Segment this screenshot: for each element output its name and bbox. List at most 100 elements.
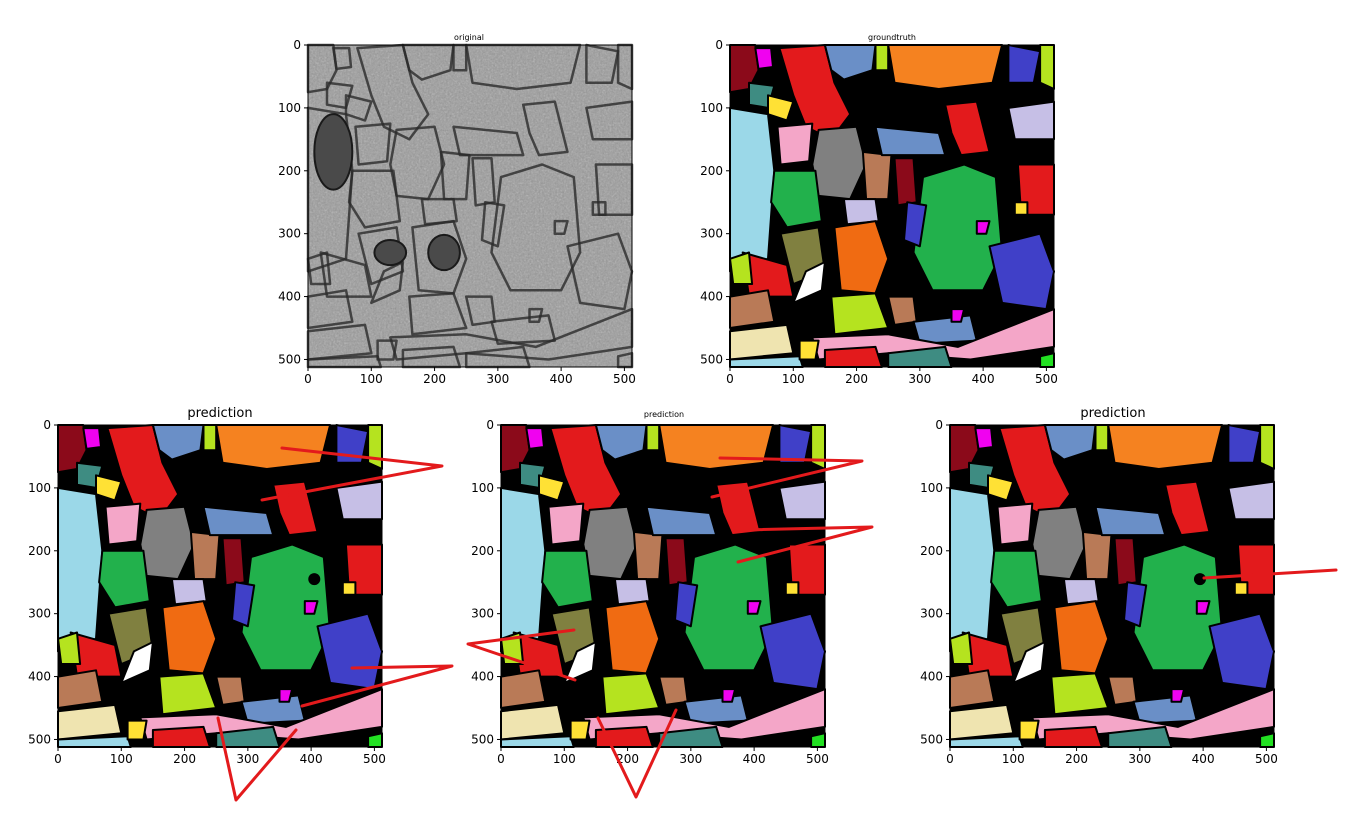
segment-region bbox=[746, 600, 762, 615]
panel-title: prediction bbox=[187, 406, 252, 421]
y-tick-label: 100 bbox=[278, 101, 301, 115]
segment-region bbox=[645, 424, 661, 452]
segment-region bbox=[161, 600, 218, 675]
segment-region bbox=[547, 502, 585, 546]
segment-region bbox=[729, 251, 754, 285]
segment-region bbox=[1233, 581, 1249, 596]
segment-region bbox=[683, 694, 749, 725]
segment-region bbox=[1132, 694, 1198, 725]
membrane-outline bbox=[354, 122, 392, 166]
segment-region bbox=[1094, 505, 1167, 537]
membrane-outline bbox=[332, 46, 353, 71]
x-tick-label: 200 bbox=[1065, 752, 1088, 766]
y-tick-label: 500 bbox=[28, 732, 51, 746]
membrane-outline bbox=[521, 100, 569, 157]
segment-region bbox=[95, 474, 123, 502]
y-tick-label: 100 bbox=[28, 481, 51, 495]
segment-region bbox=[126, 719, 148, 741]
x-tick-label: 400 bbox=[743, 752, 766, 766]
segment-region bbox=[1013, 201, 1029, 216]
y-tick-label: 200 bbox=[471, 544, 494, 558]
segment-region bbox=[996, 502, 1034, 546]
membrane-outline bbox=[347, 169, 402, 229]
segment-region bbox=[1039, 352, 1055, 368]
x-tick-label: 300 bbox=[679, 752, 702, 766]
segment-region bbox=[613, 578, 651, 606]
segment-hole bbox=[1193, 573, 1206, 586]
segment-region bbox=[778, 480, 826, 521]
y-tick-label: 300 bbox=[278, 227, 301, 241]
segment-region bbox=[729, 289, 776, 329]
segment-region bbox=[202, 424, 218, 452]
y-tick-label: 100 bbox=[700, 101, 723, 115]
segment-region bbox=[278, 688, 294, 703]
segment-hole bbox=[308, 573, 321, 586]
segment-region bbox=[842, 198, 880, 226]
segment-region bbox=[1053, 600, 1110, 675]
panel-title: prediction bbox=[1080, 406, 1145, 421]
original-axes: original 0 100 200 300 400 500010020030040050… bbox=[278, 33, 636, 386]
segment-region bbox=[674, 581, 699, 628]
em-micrograph bbox=[306, 43, 634, 369]
segment-region bbox=[104, 502, 142, 546]
segment-region bbox=[912, 163, 1004, 292]
segment-region bbox=[367, 732, 383, 748]
x-tick-label: 200 bbox=[423, 372, 446, 386]
y-tick-label: 400 bbox=[920, 670, 943, 684]
y-tick-label: 0 bbox=[935, 418, 943, 432]
segment-region bbox=[57, 669, 104, 709]
y-tick-label: 500 bbox=[700, 352, 723, 366]
segment-region bbox=[57, 631, 82, 665]
segment-region bbox=[601, 672, 661, 716]
segment-region bbox=[500, 669, 547, 709]
segment-region bbox=[57, 486, 104, 653]
x-tick-label: 400 bbox=[1192, 752, 1215, 766]
x-tick-label: 300 bbox=[908, 372, 931, 386]
x-tick-label: 0 bbox=[946, 752, 954, 766]
segmentation-image bbox=[500, 424, 826, 748]
x-tick-label: 500 bbox=[1035, 372, 1058, 386]
segmentation-image bbox=[729, 44, 1055, 368]
segment-region bbox=[158, 672, 218, 716]
x-tick-label: 100 bbox=[782, 372, 805, 386]
segment-region bbox=[1081, 530, 1113, 581]
segment-region bbox=[170, 578, 208, 606]
x-tick-label: 200 bbox=[173, 752, 196, 766]
x-tick-label: 200 bbox=[845, 372, 868, 386]
prediction-panel-1: prediction 0 100 200 300 400 500 0 100 200 300 400… bbox=[20, 400, 400, 770]
segment-region bbox=[1208, 612, 1275, 691]
membrane-outline bbox=[306, 251, 332, 286]
x-tick-label: 300 bbox=[1128, 752, 1151, 766]
segment-region bbox=[754, 47, 774, 70]
segment-region bbox=[874, 125, 947, 157]
y-tick-label: 300 bbox=[471, 607, 494, 621]
segment-region bbox=[1039, 44, 1055, 90]
segment-region bbox=[988, 232, 1055, 311]
membrane-outline bbox=[344, 94, 373, 122]
groundtruth-panel: groundtruth 0 100 200 300 400 500 0 100 200 300 40… bbox=[690, 30, 1070, 390]
segment-region bbox=[912, 314, 978, 345]
y-tick-label: 400 bbox=[471, 670, 494, 684]
segment-region bbox=[82, 427, 102, 450]
segment-region bbox=[189, 530, 221, 581]
segment-region bbox=[658, 424, 775, 470]
x-tick-label: 0 bbox=[726, 372, 734, 386]
segment-region bbox=[1012, 641, 1046, 684]
segment-region bbox=[987, 474, 1015, 502]
membrane-outline bbox=[480, 200, 506, 248]
segment-region bbox=[1259, 732, 1275, 748]
y-tick-label: 400 bbox=[700, 290, 723, 304]
segment-region bbox=[729, 106, 776, 273]
segment-region bbox=[974, 427, 994, 450]
segment-region bbox=[525, 427, 545, 450]
original-panel: original 0 100 200 300 400 500 0 100 200 300 400 50… bbox=[270, 30, 650, 390]
y-tick-label: 500 bbox=[920, 732, 943, 746]
panel-title: groundtruth bbox=[868, 33, 916, 42]
segment-region bbox=[335, 480, 383, 521]
x-tick-label: 100 bbox=[553, 752, 576, 766]
segment-region bbox=[975, 220, 991, 235]
segment-region bbox=[778, 424, 813, 464]
segment-region bbox=[903, 201, 928, 248]
segment-region bbox=[944, 100, 991, 157]
y-tick-label: 0 bbox=[43, 418, 51, 432]
